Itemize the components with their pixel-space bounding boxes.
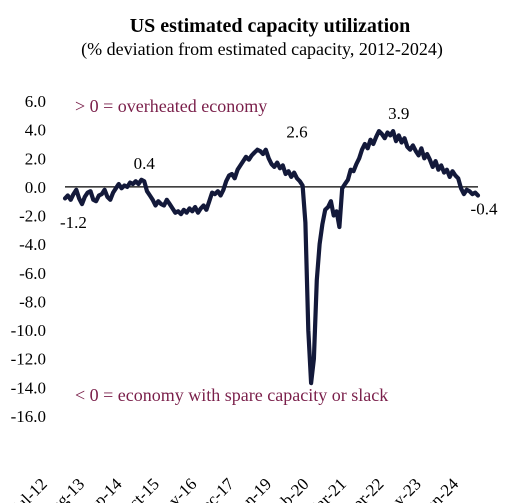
y-tick-label: -16.0 — [11, 407, 46, 426]
series-line — [62, 129, 481, 386]
y-tick-label: -8.0 — [19, 292, 46, 311]
y-tick-label: 0.0 — [25, 178, 46, 197]
data-label: -0.4 — [471, 200, 498, 219]
y-axis: 6.0 4.0 2.0 0.0 -2.0 -4.0 -6.0 -8.0 -10.0 -12.0 -1… — [11, 92, 46, 426]
data-label: 0.4 — [134, 154, 156, 173]
annotation-slack: < 0 = economy with spare capacity or sla… — [75, 385, 388, 405]
data-label: 2.6 — [286, 123, 307, 142]
y-tick-label: -10.0 — [11, 321, 46, 340]
chart-title: US estimated capacity utilization — [130, 15, 411, 37]
annotation-overheated: > 0 = overheated economy — [75, 96, 267, 116]
y-tick-label: -14.0 — [11, 378, 46, 397]
x-axis: Jul-12Aug-13Sep-14Oct-15Nov-16Dec-17Jan-… — [7, 474, 462, 503]
y-tick-label: -4.0 — [19, 235, 46, 254]
x-tick-label: Jul-12 — [7, 474, 50, 503]
y-tick-label: -6.0 — [19, 264, 46, 283]
data-label: 3.9 — [388, 104, 409, 123]
y-tick-label: -12.0 — [11, 350, 46, 369]
y-tick-label: 6.0 — [25, 92, 46, 111]
y-tick-label: 2.0 — [25, 149, 46, 168]
y-tick-label: -2.0 — [19, 207, 46, 226]
data-labels: -1.2 0.4 2.6 3.9 -0.4 — [60, 104, 498, 232]
y-tick-label: 4.0 — [25, 121, 46, 140]
data-label: -1.2 — [60, 213, 87, 232]
chart-subtitle: (% deviation from estimated capacity, 20… — [81, 39, 443, 60]
